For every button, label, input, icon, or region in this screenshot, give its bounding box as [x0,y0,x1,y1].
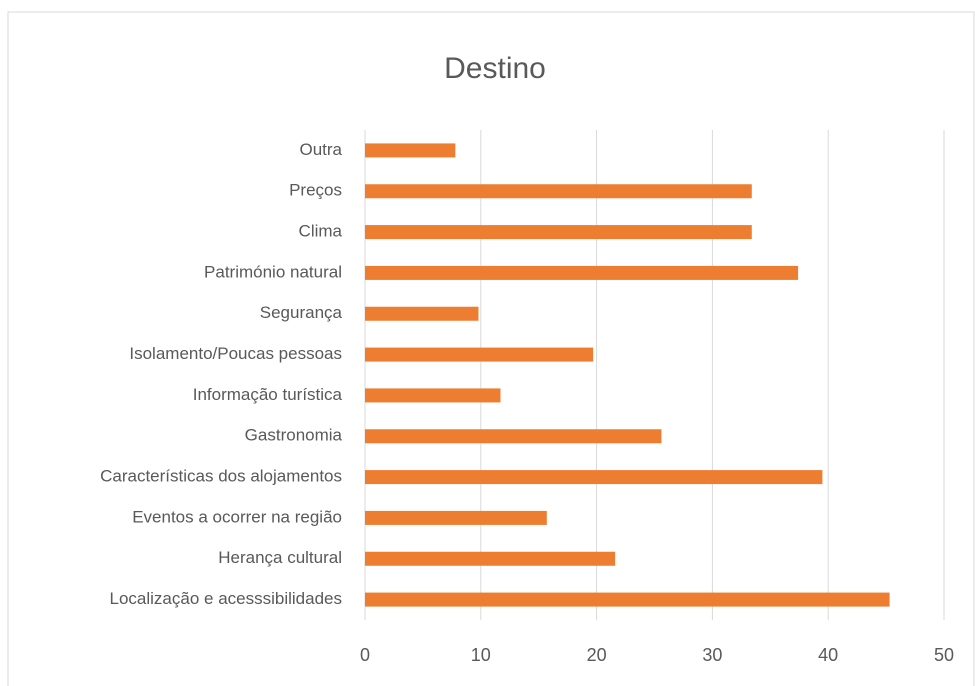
bar [365,184,752,199]
x-tick-label: 10 [471,645,491,665]
y-tick-label: Isolamento/Poucas pessoas [129,344,342,363]
bar [365,429,662,444]
y-tick-label: Património natural [204,262,342,281]
bar [365,388,501,403]
y-tick-label: Informação turística [193,385,343,404]
y-tick-label: Eventos a ocorrer na região [132,507,342,526]
bar [365,470,823,485]
bar [365,347,594,362]
bar [365,551,616,566]
y-tick-label: Herança cultural [218,548,342,567]
x-tick-label: 30 [702,645,722,665]
y-tick-label: Segurança [260,303,343,322]
bar [365,265,799,280]
y-tick-label: Clima [299,222,343,241]
y-tick-label: Localização e acesssibilidades [110,589,342,608]
x-tick-label: 50 [934,645,954,665]
bar [365,592,890,607]
x-tick-label: 0 [360,645,370,665]
bar [365,143,456,158]
x-tick-label: 40 [818,645,838,665]
chart-title: Destino [444,52,546,85]
y-tick-label: Gastronomia [245,426,343,445]
x-tick-label: 20 [587,645,607,665]
y-tick-label: Outra [299,140,342,159]
bar [365,510,547,525]
bar [365,225,752,240]
y-tick-label: Características dos alojamentos [100,467,342,486]
y-tick-label: Preços [289,181,342,200]
bar [365,306,479,321]
